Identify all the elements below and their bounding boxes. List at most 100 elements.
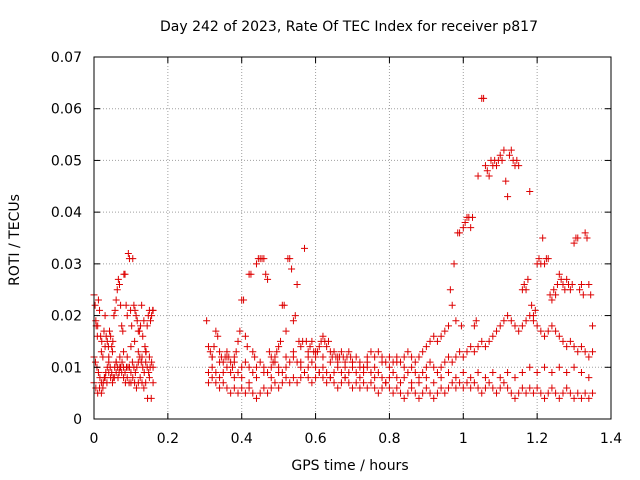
data-point	[131, 306, 139, 314]
data-point	[275, 368, 283, 376]
data-point	[537, 389, 545, 397]
data-point	[345, 368, 353, 376]
data-point	[148, 312, 156, 320]
data-point	[397, 379, 405, 387]
plot-frame	[93, 56, 612, 420]
data-point	[129, 255, 137, 263]
data-point	[472, 317, 480, 325]
data-point	[236, 327, 244, 335]
data-point	[145, 368, 153, 376]
data-point	[249, 389, 257, 397]
data-point	[115, 281, 123, 289]
data-point	[459, 384, 467, 392]
data-point	[271, 379, 279, 387]
data-point	[456, 348, 464, 356]
data-point	[300, 368, 308, 376]
data-point	[411, 368, 419, 376]
data-point	[533, 322, 541, 330]
y-axis-label: ROTI / TECUs	[7, 194, 23, 286]
data-point	[262, 270, 270, 278]
data-point	[275, 343, 283, 351]
data-point	[452, 353, 460, 361]
data-point	[504, 193, 512, 201]
data-point	[128, 322, 136, 330]
data-point	[504, 312, 512, 320]
data-point	[308, 379, 316, 387]
data-point	[289, 317, 297, 325]
data-point	[511, 394, 519, 402]
data-point	[367, 348, 375, 356]
data-point	[502, 177, 510, 185]
data-point	[212, 327, 220, 335]
x-tick-label: 0	[90, 431, 99, 447]
data-point	[585, 281, 593, 289]
data-point	[138, 353, 146, 361]
data-point	[330, 348, 338, 356]
data-point	[252, 394, 260, 402]
data-point	[452, 374, 460, 382]
data-point	[520, 281, 528, 289]
data-point	[265, 348, 273, 356]
data-point	[131, 337, 139, 345]
data-point	[507, 146, 515, 154]
data-point	[419, 368, 427, 376]
data-point	[559, 389, 567, 397]
data-point	[445, 384, 453, 392]
data-point	[108, 379, 116, 387]
data-point	[114, 275, 122, 283]
data-point	[474, 384, 482, 392]
data-point	[288, 265, 296, 273]
data-point	[208, 353, 216, 361]
data-point	[448, 358, 456, 366]
data-point	[526, 363, 534, 371]
y-tick-label: 0.01	[51, 360, 82, 376]
data-point	[260, 255, 268, 263]
data-point	[400, 374, 408, 382]
data-point	[101, 312, 109, 320]
data-point	[548, 384, 556, 392]
data-point	[511, 322, 519, 330]
data-point	[467, 343, 475, 351]
data-point	[238, 384, 246, 392]
data-point	[367, 379, 375, 387]
data-point	[293, 379, 301, 387]
data-point	[276, 337, 284, 345]
data-point	[566, 286, 574, 294]
data-point	[474, 172, 482, 180]
data-point	[371, 363, 379, 371]
data-point	[555, 332, 563, 340]
data-point	[422, 374, 430, 382]
data-point	[400, 353, 408, 361]
data-point	[94, 322, 102, 330]
data-point	[408, 379, 416, 387]
data-point	[289, 348, 297, 356]
data-point	[522, 317, 530, 325]
data-point	[371, 384, 379, 392]
data-point	[589, 348, 597, 356]
data-point	[214, 332, 222, 340]
data-point	[116, 353, 124, 361]
data-point	[312, 374, 320, 382]
x-tick-label: 0.4	[231, 431, 253, 447]
data-point	[566, 389, 574, 397]
data-point	[204, 379, 212, 387]
data-point	[210, 343, 218, 351]
data-point	[422, 384, 430, 392]
data-point	[113, 286, 121, 294]
data-point	[393, 374, 401, 382]
data-point	[297, 358, 305, 366]
data-point	[122, 301, 130, 309]
data-point	[97, 348, 105, 356]
data-point	[467, 224, 475, 232]
data-points	[90, 94, 597, 402]
data-point	[245, 379, 253, 387]
data-point	[445, 353, 453, 361]
y-tick-label: 0	[73, 412, 82, 428]
data-point	[430, 363, 438, 371]
data-point	[334, 353, 342, 361]
data-point	[426, 337, 434, 345]
data-point	[481, 162, 489, 170]
data-point	[577, 394, 585, 402]
data-point	[577, 343, 585, 351]
data-point	[470, 348, 478, 356]
